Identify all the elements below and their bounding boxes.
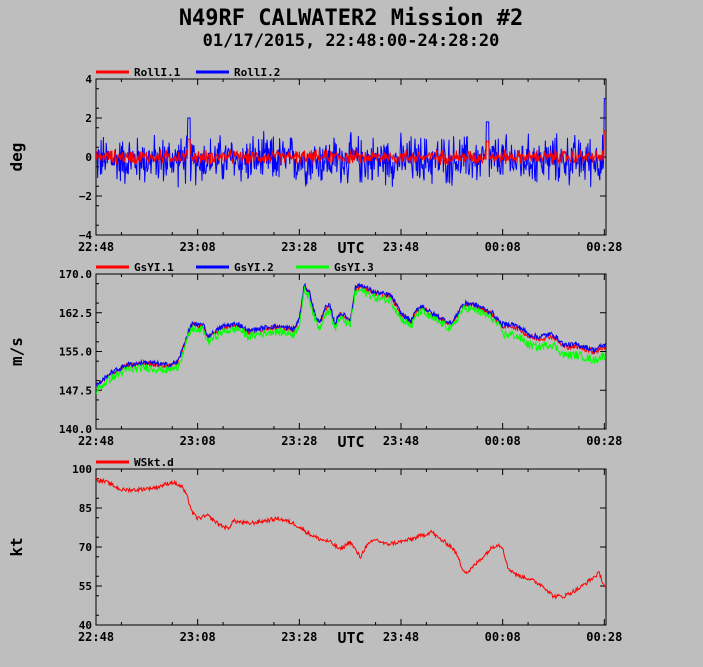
legend-label: GsYI.3: [334, 261, 374, 274]
x-tick-label: 00:08: [485, 630, 521, 644]
x-tick-label: 22:48: [78, 434, 114, 448]
chart-title: N49RF CALWATER2 Mission #2: [179, 6, 523, 31]
y-tick-label: 40: [79, 619, 92, 632]
x-tick-label: 22:48: [78, 240, 114, 254]
y-tick-label: −2: [79, 190, 92, 203]
plot-area: [96, 477, 606, 600]
legend-label: RollI.1: [134, 66, 181, 79]
x-tick-label: 00:28: [586, 434, 622, 448]
y-axis-label: kt: [7, 537, 26, 556]
x-tick-label: 23:48: [383, 434, 419, 448]
y-axis-label: deg: [7, 143, 26, 172]
plot-area: [96, 98, 606, 188]
x-tick-label: 23:48: [383, 630, 419, 644]
y-tick-label: 170.0: [59, 268, 92, 281]
y-tick-label: 155.0: [59, 346, 92, 359]
x-tick-label: 00:28: [586, 240, 622, 254]
series-line-GsYI.2: [96, 282, 606, 387]
x-tick-label: 23:48: [383, 240, 419, 254]
x-tick-label: 23:28: [281, 434, 317, 448]
y-tick-label: 4: [85, 73, 92, 86]
y-tick-label: 140.0: [59, 423, 92, 436]
plot-frame: [95, 273, 607, 430]
y-tick-label: 2: [85, 112, 92, 125]
x-tick-label: 22:48: [78, 630, 114, 644]
series-line-WSkt.d: [96, 477, 606, 600]
y-tick-label: 70: [79, 541, 92, 554]
chart-subtitle: 01/17/2015, 22:48:00-24:28:20: [203, 31, 500, 51]
y-tick-label: 100: [72, 463, 92, 476]
x-tick-label: 23:08: [180, 240, 216, 254]
legend-label: GsYI.1: [134, 261, 174, 274]
y-tick-label: 0: [85, 151, 92, 164]
x-tick-label: 23:28: [281, 630, 317, 644]
x-tick-label: 23:08: [180, 630, 216, 644]
x-tick-label: 23:28: [281, 240, 317, 254]
legend-label: RollI.2: [234, 66, 280, 79]
x-tick-label: 23:08: [180, 434, 216, 448]
y-tick-label: 162.5: [59, 307, 92, 320]
x-axis-label: UTC: [337, 433, 364, 451]
legend-label: GsYI.2: [234, 261, 274, 274]
x-tick-label: 00:28: [586, 630, 622, 644]
y-tick-label: 85: [79, 502, 92, 515]
x-axis-label: UTC: [337, 629, 364, 647]
x-tick-label: 00:08: [485, 240, 521, 254]
x-tick-label: 00:08: [485, 434, 521, 448]
series-line-RollI.1: [96, 130, 606, 166]
x-axis-label: UTC: [337, 239, 364, 257]
y-tick-label: 55: [79, 580, 92, 593]
series-line-GsYI.3: [96, 286, 606, 394]
legend-label: WSkt.d: [134, 456, 174, 469]
panel-2: 170.0 162.5 155.0 147.5 140.022:48 23:08 23:28…: [7, 261, 622, 451]
plot-area: [96, 282, 606, 394]
y-axis-label: m/s: [7, 337, 26, 366]
y-tick-label: 147.5: [59, 384, 92, 397]
panel-1: 4 2 0 −2 −422:48 23:08 23:28 23:48 00:08 00:28 UTC…: [7, 66, 622, 257]
plot-frame: [95, 468, 607, 626]
y-tick-label: −4: [79, 229, 93, 242]
series-line-RollI.2: [96, 98, 606, 188]
